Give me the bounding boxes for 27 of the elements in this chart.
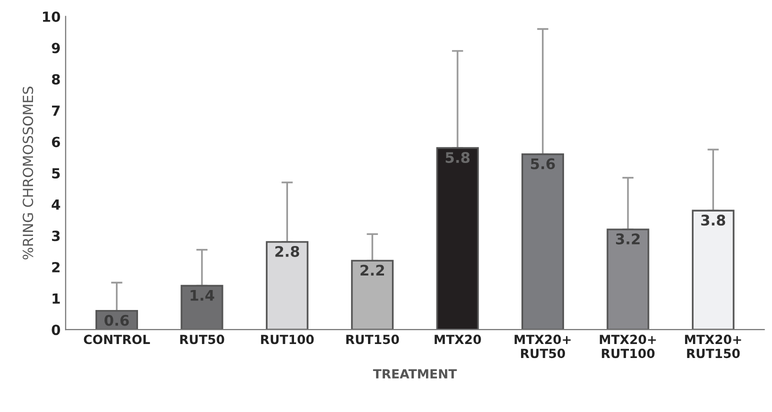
y-axis-title: %RING CHROMOSSOMES: [22, 86, 34, 260]
x-tick-label: MTX20+ RUT100: [600, 334, 656, 358]
y-tick-label: 10: [43, 11, 60, 22]
y-tick-label: 7: [52, 106, 60, 116]
x-tick-label: RUT50: [180, 334, 224, 344]
y-tick-label: 3: [52, 230, 60, 242]
x-tick-label: MTX20+ RUT150: [685, 334, 742, 358]
data-label: 5.6: [530, 158, 555, 170]
x-tick-label: RUT150: [346, 334, 399, 344]
y-tick-label: 5: [52, 168, 60, 179]
x-tick-label: RUT100: [261, 334, 314, 344]
x-axis-title: TREATMENT: [373, 369, 457, 378]
data-label: 3.8: [701, 214, 726, 226]
y-tick-label: 2: [52, 262, 60, 272]
x-tick-label: MTX20+ RUT50: [514, 334, 571, 358]
data-label: 5.8: [446, 152, 470, 164]
x-tick-label: MTX20: [434, 334, 481, 344]
y-tick-label: 4: [52, 200, 60, 210]
y-tick-label: 6: [52, 136, 60, 148]
y-tick-label: 0: [52, 324, 60, 336]
data-label: 2.8: [275, 246, 300, 257]
data-label: 2.2: [360, 264, 384, 276]
y-tick-label: 8: [52, 74, 60, 85]
x-tick-label: CONTROL: [84, 334, 150, 344]
y-tick-label: 9: [52, 42, 60, 54]
data-label: 3.2: [616, 233, 640, 244]
y-tick-label: 1: [52, 293, 60, 304]
